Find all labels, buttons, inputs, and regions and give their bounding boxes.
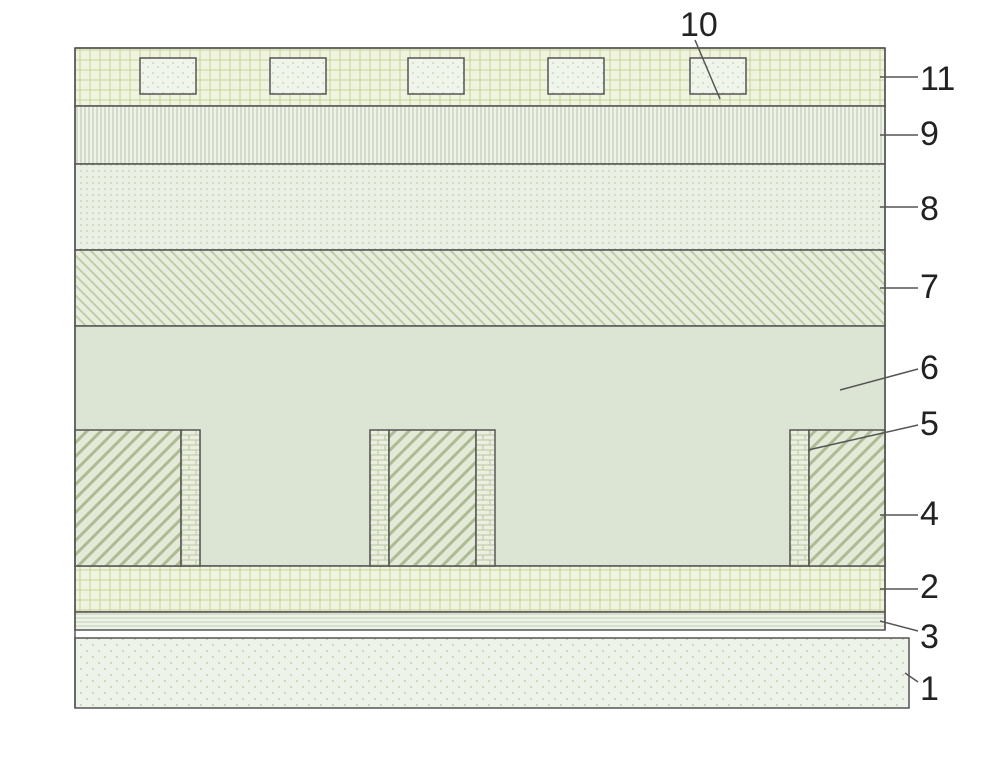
callout-label-11: 11: [920, 60, 955, 99]
pillar-hatch-1: [389, 430, 476, 566]
callout-label-10: 10: [680, 6, 718, 45]
pillar-wall-l-1: [370, 430, 389, 566]
callout-label-3: 3: [920, 618, 939, 657]
callout-label-1: 1: [920, 670, 939, 709]
pillar-wall-r-1: [476, 430, 495, 566]
figure-stage: 10 11 9 8 7 6 5 4 2 3 1: [0, 0, 1000, 757]
top-box-0: [140, 58, 196, 94]
layer-grid-2: [75, 566, 885, 612]
top-box-3: [548, 58, 604, 94]
callout-label-9: 9: [920, 115, 939, 154]
diagram-svg: [0, 0, 1000, 757]
callout-label-7: 7: [920, 268, 939, 307]
pillar-hatch-0: [75, 430, 181, 566]
layer-hline-3: [75, 612, 885, 630]
pillar-hatch-last: [809, 430, 885, 566]
top-box-4: [690, 58, 746, 94]
top-box-2: [408, 58, 464, 94]
callout-label-5: 5: [920, 405, 939, 444]
layer-vstripe-9: [75, 106, 885, 164]
pillar-wall-0: [181, 430, 200, 566]
pillar-wall-last: [790, 430, 809, 566]
layer-hatch-nw-7: [75, 250, 885, 326]
top-box-1: [270, 58, 326, 94]
callout-label-6: 6: [920, 349, 939, 388]
layer-dots-1: [75, 638, 909, 708]
callout-label-4: 4: [920, 495, 939, 534]
layer-dots-8: [75, 164, 885, 250]
callout-label-2: 2: [920, 568, 939, 607]
callout-label-8: 8: [920, 190, 939, 229]
